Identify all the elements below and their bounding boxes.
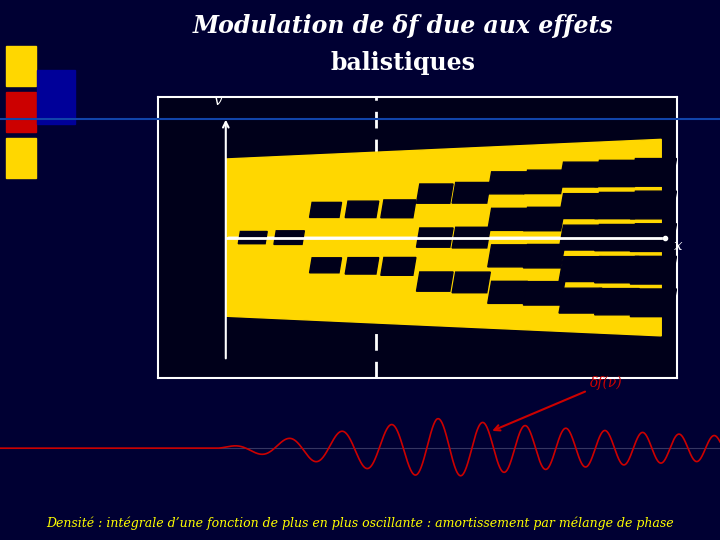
Polygon shape <box>595 256 639 283</box>
Polygon shape <box>630 256 677 284</box>
Text: Modulation de δf due aux effets: Modulation de δf due aux effets <box>193 14 613 37</box>
Polygon shape <box>381 200 416 218</box>
Polygon shape <box>630 191 677 219</box>
Polygon shape <box>487 172 528 194</box>
Polygon shape <box>310 258 341 273</box>
Polygon shape <box>416 184 453 203</box>
Polygon shape <box>416 228 453 247</box>
Polygon shape <box>559 225 602 250</box>
Polygon shape <box>310 202 341 218</box>
Polygon shape <box>559 162 602 187</box>
Polygon shape <box>523 281 564 305</box>
Polygon shape <box>487 208 528 231</box>
Polygon shape <box>523 170 564 194</box>
Text: balistiques: balistiques <box>330 51 476 75</box>
Polygon shape <box>452 183 490 203</box>
Polygon shape <box>487 281 528 303</box>
Polygon shape <box>559 194 602 219</box>
Text: v: v <box>214 94 222 109</box>
Polygon shape <box>595 225 639 251</box>
Polygon shape <box>226 139 661 336</box>
Polygon shape <box>416 272 453 291</box>
Polygon shape <box>630 224 677 252</box>
Polygon shape <box>238 232 267 244</box>
Polygon shape <box>274 231 305 245</box>
Polygon shape <box>345 201 379 218</box>
Polygon shape <box>559 288 602 313</box>
Polygon shape <box>595 160 639 187</box>
Polygon shape <box>487 245 528 267</box>
Polygon shape <box>595 192 639 219</box>
Polygon shape <box>595 288 639 315</box>
Polygon shape <box>345 258 379 274</box>
Polygon shape <box>523 245 564 268</box>
Text: Densité : intégrale d’une fonction de plus en plus oscillante : amortissement pa: Densité : intégrale d’une fonction de pl… <box>46 517 674 530</box>
Polygon shape <box>630 159 677 186</box>
Polygon shape <box>559 256 602 281</box>
Polygon shape <box>523 207 564 231</box>
Polygon shape <box>452 227 490 248</box>
Text: x: x <box>674 239 683 253</box>
Text: δf(ν): δf(ν) <box>495 375 623 430</box>
Polygon shape <box>452 272 490 293</box>
Polygon shape <box>381 258 416 275</box>
Polygon shape <box>630 289 677 316</box>
